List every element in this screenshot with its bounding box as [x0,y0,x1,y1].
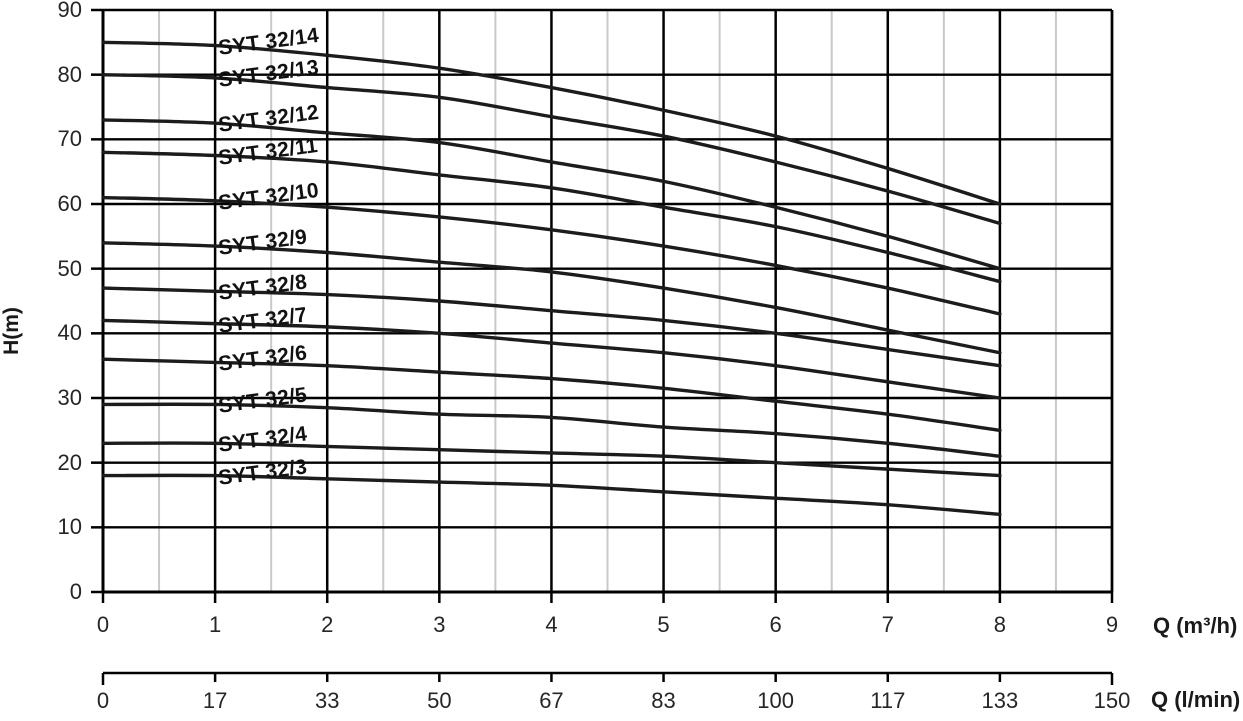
curve-SYT-32-6 [101,357,1002,433]
curve-SYT-32-5 [101,402,1002,458]
curve-SYT-32-12 [101,118,1002,271]
x-tick-label-m3h: 0 [96,612,110,637]
x-tick-label-lmin: 67 [539,688,564,713]
x-tick-label-m3h: 6 [769,612,782,637]
y-tick-label: 40 [57,320,82,346]
x-tick-label-lmin: 150 [1093,688,1131,713]
x-tick-label-lmin: 100 [757,688,795,713]
curve-SYT-32-3 [101,473,1002,517]
y-tick-label: 0 [69,579,82,604]
y-tick-label: 80 [57,61,82,87]
curve-SYT-32-9 [101,241,1002,355]
y-tick-label: 10 [57,514,82,540]
x-axis-secondary-unit-label: Q (l/min) [1151,687,1241,712]
x-tick-label-lmin: 50 [427,688,452,713]
curve-SYT-32-10 [101,195,1002,316]
x-tick-label-lmin: 0 [96,688,110,713]
y-axis-label: H(m) [0,307,23,355]
curve-SYT-32-13 [101,72,1002,226]
x-tick-label-m3h: 5 [657,612,670,637]
x-tick-label-lmin: 133 [981,688,1019,713]
x-axis-primary-unit-label: Q (m³/h) [1153,613,1238,638]
x-tick-label-m3h: 9 [1105,612,1119,637]
curve-SYT-32-4 [101,441,1002,478]
x-tick-label-m3h: 2 [321,612,334,637]
y-tick-label: 20 [57,449,82,475]
x-tick-label-lmin: 117 [870,688,906,713]
y-tick-label: 30 [57,385,82,410]
y-tick-label: 90 [57,0,82,22]
x-tick-label-lmin: 17 [202,688,228,713]
curve-SYT-32-11 [101,150,1002,284]
x-tick-label-lmin: 83 [651,688,676,713]
y-tick-label: 60 [57,191,82,216]
y-tick-label: 70 [57,126,82,152]
x-tick-label-m3h: 7 [881,612,894,637]
x-tick-label-m3h: 8 [993,612,1006,637]
x-tick-label-lmin: 33 [314,688,340,713]
curve-SYT-32-7 [101,318,1002,400]
curve-SYT-32-8 [101,286,1002,368]
axes [91,8,1114,685]
curve-SYT-32-14 [101,40,1002,206]
x-tick-label-m3h: 1 [208,612,222,637]
pump-curves [101,40,1002,517]
y-tick-label: 50 [57,255,82,281]
x-tick-label-m3h: 3 [433,612,446,637]
x-tick-label-m3h: 4 [545,612,558,637]
